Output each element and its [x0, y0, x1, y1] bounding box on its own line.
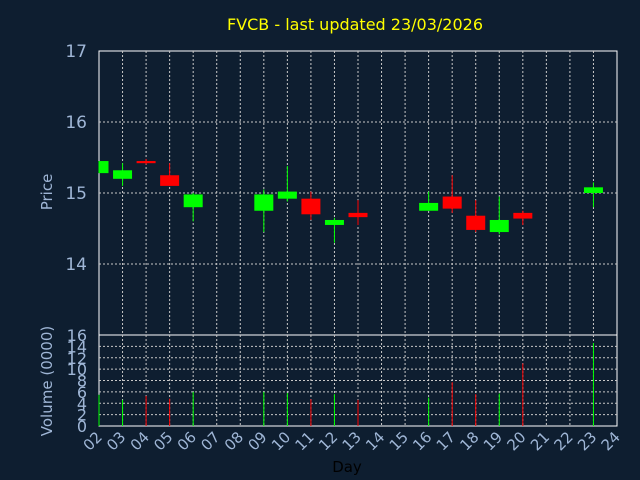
candle-body [324, 219, 344, 225]
candle-body [254, 194, 274, 211]
volume-tick-label: 14 [67, 337, 87, 356]
x-tick-label: 04 [127, 428, 153, 454]
x-tick-label: 09 [244, 428, 270, 454]
price-tick-label: 16 [65, 113, 87, 133]
x-tick-label: 18 [456, 428, 482, 454]
x-tick-label: 11 [292, 428, 318, 454]
volume-tick-label: 10 [67, 360, 87, 379]
candle-body [348, 212, 368, 218]
x-tick-label: 06 [174, 428, 200, 454]
candle-body [442, 196, 462, 209]
x-axis: 0203040506070809101112131415161718192021… [80, 428, 624, 454]
volume-tick-label: 0 [77, 417, 87, 436]
x-tick-label: 20 [503, 428, 529, 454]
x-tick-label: 12 [315, 428, 341, 454]
x-tick-label: 16 [409, 428, 435, 454]
candle-body [277, 191, 297, 199]
price-panel: 14 15 16 17 [65, 42, 618, 336]
candle-body [466, 215, 486, 230]
x-tick-label: 19 [480, 428, 506, 454]
x-tick-label: 21 [527, 428, 553, 454]
candle-body [160, 175, 180, 186]
x-tick-label: 05 [150, 428, 176, 454]
x-tick-label: 08 [221, 428, 247, 454]
candle-body [513, 212, 533, 219]
price-tick-label: 15 [65, 184, 87, 204]
price-axis-label: Price [38, 174, 56, 211]
price-tick-label: 17 [65, 42, 87, 62]
x-tick-label: 22 [551, 428, 577, 454]
x-axis-label: Day [332, 458, 362, 476]
x-tick-label: 15 [386, 428, 412, 454]
x-tick-label: 03 [103, 428, 129, 454]
volume-tick-label: 6 [77, 383, 87, 402]
volume-tick-label: 8 [77, 372, 87, 391]
candle-body [99, 161, 109, 174]
volume-tick-label: 2 [77, 406, 87, 425]
volume-tick-label: 12 [67, 349, 87, 368]
x-tick-label: 14 [362, 428, 388, 454]
x-tick-label: 07 [197, 428, 223, 454]
price-tick-label: 14 [65, 255, 87, 275]
candle-body [136, 161, 156, 164]
x-tick-label: 13 [339, 428, 365, 454]
candle-body [489, 219, 509, 233]
candle-body [301, 198, 321, 215]
candle-body [183, 194, 203, 208]
volume-tick-label: 16 [67, 326, 87, 345]
candle-body [419, 202, 439, 211]
chart-title: FVCB - last updated 23/03/2026 [227, 15, 483, 34]
candle-body [113, 170, 133, 179]
x-tick-label: 23 [574, 428, 600, 454]
candle-body [583, 187, 603, 193]
volume-axis-label: Volume (0000) [38, 326, 56, 436]
x-tick-label: 10 [268, 428, 294, 454]
x-tick-label: 24 [598, 428, 624, 454]
x-tick-label: 17 [433, 428, 459, 454]
volume-tick-label: 4 [77, 394, 87, 413]
